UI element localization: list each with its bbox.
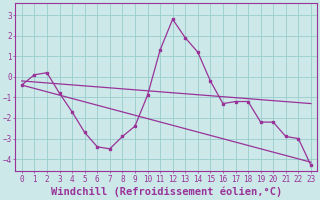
X-axis label: Windchill (Refroidissement éolien,°C): Windchill (Refroidissement éolien,°C) — [51, 187, 282, 197]
